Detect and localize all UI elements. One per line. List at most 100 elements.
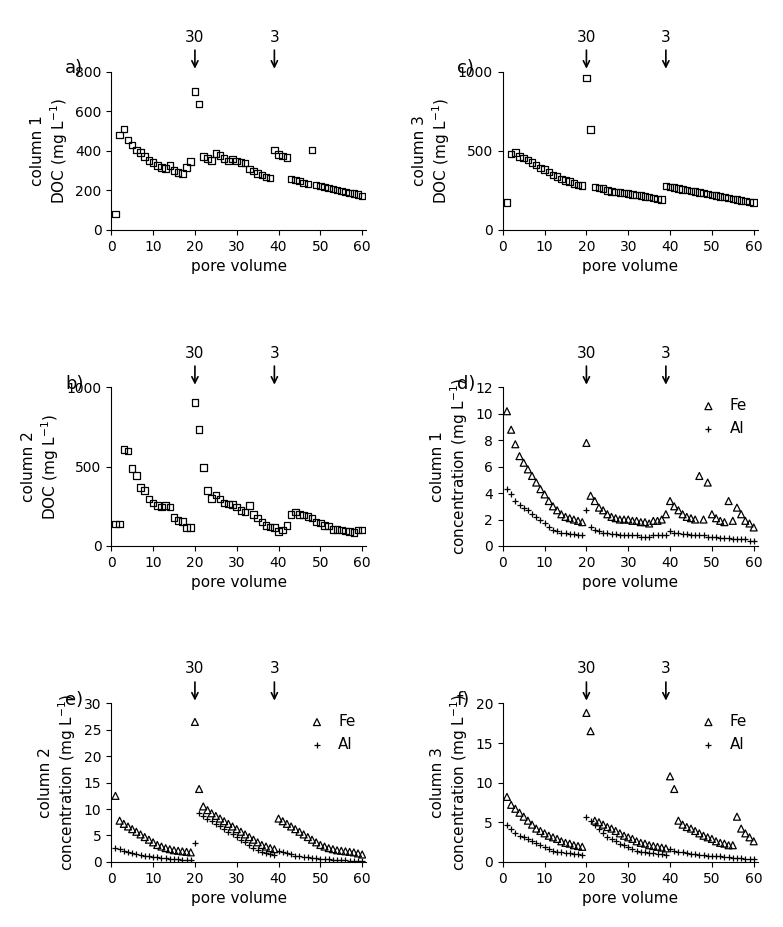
Text: 30: 30 [186, 30, 204, 67]
Point [735, 193, 748, 208]
Al [197, 808, 210, 823]
Al [593, 524, 605, 539]
Fe [339, 844, 352, 858]
Al [551, 844, 564, 859]
Fe [534, 482, 547, 497]
Fe [564, 511, 576, 526]
Point [526, 155, 539, 170]
Point [143, 492, 155, 507]
Fe [609, 823, 622, 838]
Al [710, 529, 723, 544]
Point [160, 161, 172, 176]
Point [356, 523, 369, 538]
Point [255, 168, 268, 183]
Point [185, 520, 197, 535]
Point [251, 166, 264, 181]
Fe [702, 830, 714, 844]
Al [643, 845, 655, 860]
Fe [630, 834, 643, 849]
Fe [513, 449, 525, 464]
Point [331, 183, 344, 197]
Al [727, 850, 739, 865]
Point [680, 183, 693, 197]
Fe [634, 835, 647, 850]
Fe [280, 817, 293, 832]
Fe [143, 832, 155, 847]
Al [121, 844, 134, 859]
Al [735, 850, 748, 865]
X-axis label: pore volume: pore volume [191, 260, 287, 274]
Fe [168, 843, 180, 857]
Al [117, 844, 130, 858]
Fe [539, 826, 551, 841]
Point [551, 169, 564, 184]
Fe [543, 493, 555, 508]
X-axis label: pore volume: pore volume [583, 260, 678, 274]
Point [705, 187, 718, 202]
Point [500, 195, 513, 210]
Al [109, 841, 121, 856]
Al [580, 809, 593, 824]
Fe [551, 832, 564, 846]
Al [593, 821, 605, 836]
Al [518, 830, 530, 844]
Point [201, 483, 214, 498]
Y-axis label: column 2
concentration (mg L$^{-1}$): column 2 concentration (mg L$^{-1}$) [38, 694, 78, 871]
Text: 3: 3 [269, 662, 280, 699]
Fe [739, 514, 752, 528]
Fe [668, 781, 680, 796]
Point [323, 519, 335, 534]
Fe [668, 499, 680, 514]
Al [643, 529, 655, 544]
Point [339, 524, 352, 539]
Al [135, 847, 147, 862]
Point [580, 70, 593, 85]
Al [659, 847, 672, 862]
Point [672, 181, 684, 196]
Point [609, 184, 622, 199]
Fe [718, 836, 731, 851]
Text: e): e) [65, 691, 84, 709]
Fe [513, 806, 525, 820]
Al [344, 854, 356, 869]
Text: f): f) [456, 691, 470, 709]
Fe [268, 842, 280, 857]
Al [693, 528, 705, 543]
Point [280, 518, 293, 533]
Fe [555, 507, 568, 522]
Al [748, 533, 760, 548]
Fe [622, 512, 634, 527]
Point [121, 443, 134, 458]
Al [576, 847, 589, 862]
Point [293, 507, 305, 522]
Text: 3: 3 [661, 346, 671, 383]
Fe [714, 514, 727, 528]
Point [659, 179, 672, 194]
Fe [664, 768, 677, 783]
Al [584, 813, 597, 828]
Fe [314, 838, 327, 853]
Al [572, 846, 584, 861]
Point [564, 174, 576, 189]
Fe [647, 839, 659, 854]
Al [568, 527, 580, 541]
X-axis label: pore volume: pore volume [191, 891, 287, 907]
Al [331, 852, 344, 867]
Point [185, 154, 197, 169]
Fe [247, 832, 260, 847]
Fe [710, 511, 723, 526]
Point [117, 121, 130, 136]
Point [618, 185, 630, 200]
Al [622, 840, 634, 855]
Point [168, 163, 180, 178]
Fe [684, 511, 697, 526]
Fe [521, 813, 534, 828]
Point [280, 150, 293, 165]
Fe [543, 829, 555, 844]
Al [255, 844, 268, 859]
Point [668, 180, 680, 195]
Fe [609, 511, 622, 526]
Fe [147, 835, 160, 850]
Al [555, 845, 568, 860]
Fe [135, 827, 147, 842]
